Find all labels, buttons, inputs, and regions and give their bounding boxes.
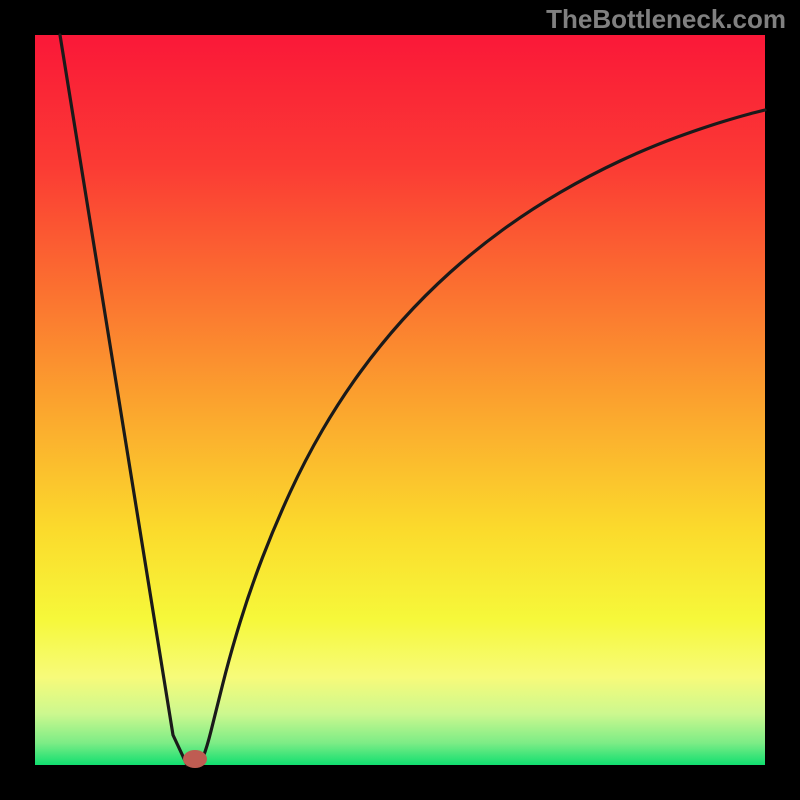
trough-marker [183,750,207,768]
chart-container: TheBottleneck.com [0,0,800,800]
watermark-text: TheBottleneck.com [546,4,786,35]
curve-layer [0,0,800,800]
bottleneck-curve [60,35,765,765]
